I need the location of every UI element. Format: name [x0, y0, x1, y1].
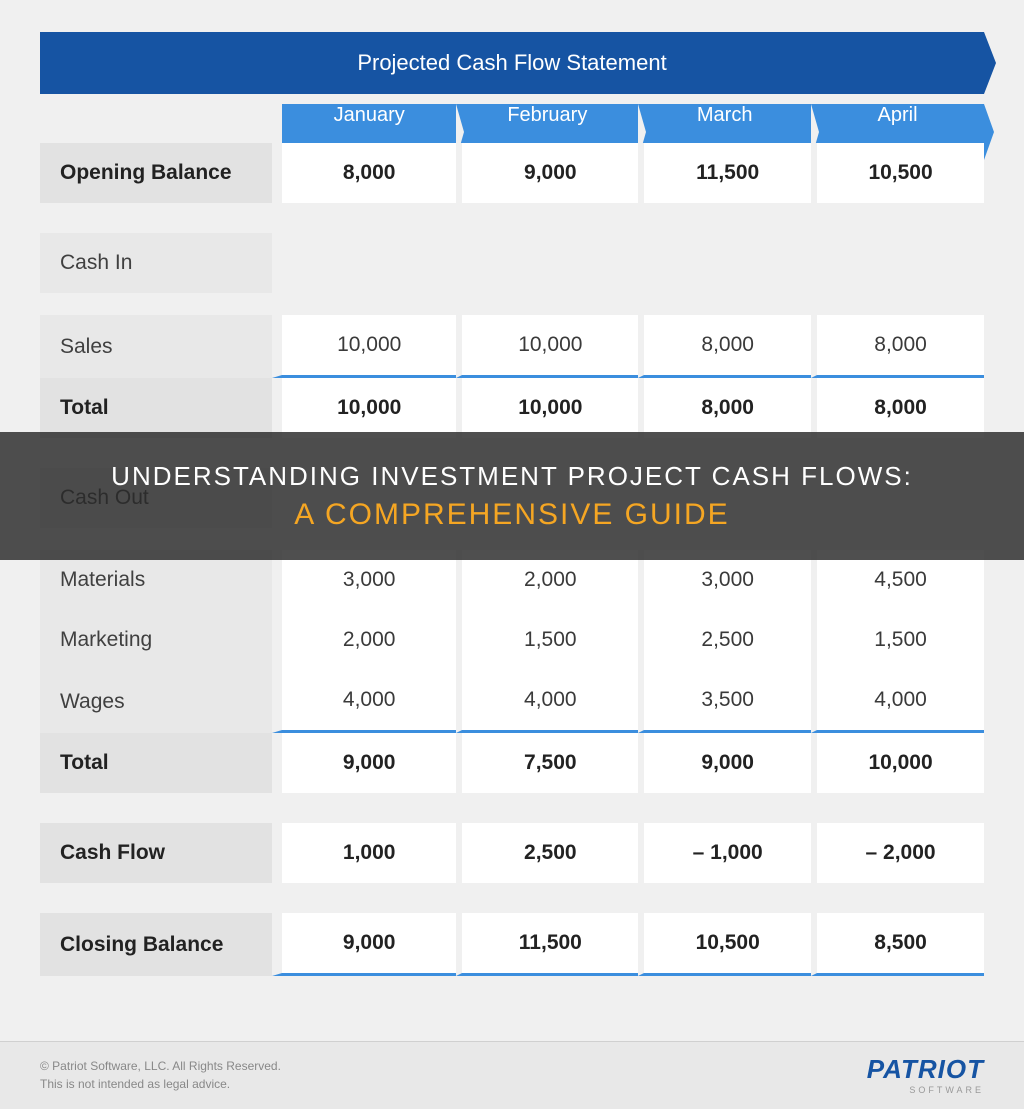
label-closing-balance: Closing Balance: [40, 913, 272, 976]
label-marketing: Marketing: [40, 610, 272, 670]
statement-title: Projected Cash Flow Statement: [40, 32, 984, 94]
cell: 10,500: [811, 143, 984, 203]
label-sales: Sales: [40, 315, 272, 378]
month-mar: March: [638, 104, 811, 143]
cell: 9,000: [456, 143, 638, 203]
cell: 2,500: [456, 823, 638, 883]
blank: [272, 233, 984, 293]
cell: 10,000: [456, 315, 638, 378]
cell: – 2,000: [811, 823, 984, 883]
row-wages: Wages 4,000 4,000 3,500 4,000: [40, 670, 984, 733]
cell: 2,000: [272, 610, 456, 670]
spacer: [40, 293, 984, 315]
cell: 7,500: [456, 733, 638, 793]
footer-logo: PATRIOT SOFTWARE: [867, 1054, 984, 1095]
cell: 8,000: [811, 315, 984, 378]
title-overlay: UNDERSTANDING INVESTMENT PROJECT CASH FL…: [0, 432, 1024, 560]
cell: – 1,000: [638, 823, 811, 883]
spacer: [40, 883, 984, 913]
footer: © Patriot Software, LLC. All Rights Rese…: [0, 1041, 1024, 1109]
logo-text: PATRIOT: [867, 1054, 984, 1084]
cell: 10,500: [638, 913, 811, 976]
cell: 9,000: [272, 913, 456, 976]
cell: 9,000: [272, 733, 456, 793]
blank-corner: [40, 104, 272, 143]
footer-legal: © Patriot Software, LLC. All Rights Rese…: [40, 1057, 281, 1093]
cell: 1,500: [456, 610, 638, 670]
cell: 1,000: [272, 823, 456, 883]
cell: 8,000: [638, 315, 811, 378]
month-header-row: January February March April: [40, 104, 984, 143]
cell: 8,000: [638, 378, 811, 438]
cell: 8,000: [272, 143, 456, 203]
cell: 8,500: [811, 913, 984, 976]
label-cash-out-total: Total: [40, 733, 272, 793]
cell: 2,500: [638, 610, 811, 670]
cell: 10,000: [811, 733, 984, 793]
label-opening-balance: Opening Balance: [40, 143, 272, 203]
cell: 4,000: [272, 670, 456, 733]
row-cash-in-header: Cash In: [40, 233, 984, 293]
footer-copyright: © Patriot Software, LLC. All Rights Rese…: [40, 1057, 281, 1075]
cell: 1,500: [811, 610, 984, 670]
cell: 10,000: [272, 378, 456, 438]
footer-disclaimer: This is not intended as legal advice.: [40, 1075, 281, 1093]
label-cash-flow: Cash Flow: [40, 823, 272, 883]
cell: 10,000: [272, 315, 456, 378]
row-cash-out-total: Total 9,000 7,500 9,000 10,000: [40, 733, 984, 793]
cell: 9,000: [638, 733, 811, 793]
label-cash-in-total: Total: [40, 378, 272, 438]
row-cash-flow: Cash Flow 1,000 2,500 – 1,000 – 2,000: [40, 823, 984, 883]
cell: 10,000: [456, 378, 638, 438]
spacer: [40, 203, 984, 233]
row-opening-balance: Opening Balance 8,000 9,000 11,500 10,50…: [40, 143, 984, 203]
cell: 3,500: [638, 670, 811, 733]
row-closing-balance: Closing Balance 9,000 11,500 10,500 8,50…: [40, 913, 984, 976]
row-sales: Sales 10,000 10,000 8,000 8,000: [40, 315, 984, 378]
cell: 11,500: [456, 913, 638, 976]
month-jan: January: [272, 104, 456, 143]
logo-subtext: SOFTWARE: [867, 1085, 984, 1095]
cell: 4,000: [456, 670, 638, 733]
overlay-line1: UNDERSTANDING INVESTMENT PROJECT CASH FL…: [111, 461, 913, 492]
label-cash-in: Cash In: [40, 233, 272, 293]
month-apr: April: [811, 104, 984, 143]
overlay-line2: A COMPREHENSIVE GUIDE: [294, 498, 729, 532]
month-feb: February: [456, 104, 638, 143]
cell: 4,000: [811, 670, 984, 733]
spacer: [40, 793, 984, 823]
row-marketing: Marketing 2,000 1,500 2,500 1,500: [40, 610, 984, 670]
label-wages: Wages: [40, 670, 272, 733]
cell: 8,000: [811, 378, 984, 438]
cell: 11,500: [638, 143, 811, 203]
row-cash-in-total: Total 10,000 10,000 8,000 8,000: [40, 378, 984, 438]
